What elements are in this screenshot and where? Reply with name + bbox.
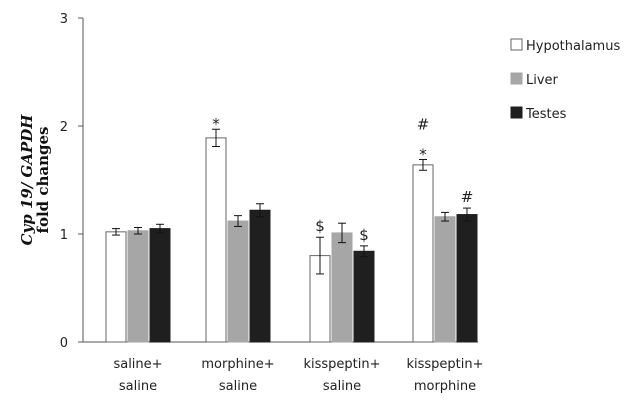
legend-label: Liver	[526, 73, 559, 88]
error-bars	[112, 128, 471, 275]
category-label-line1: kisspeptin+	[406, 357, 483, 372]
bar-liver-2	[331, 232, 353, 343]
category-label: kisspeptin+ morphine	[406, 357, 483, 394]
category-label-line2: saline	[323, 379, 361, 394]
bar-liver-0	[127, 230, 149, 343]
category-label-line2: saline	[119, 379, 157, 394]
error-bar	[112, 228, 120, 236]
significance-marker: *	[419, 145, 427, 163]
error-bar	[256, 203, 264, 218]
significance-marker: $	[315, 217, 325, 235]
significance-marker: *	[212, 115, 220, 133]
error-bar	[419, 158, 427, 171]
error-bar	[134, 227, 142, 235]
legend-item-testes: Testes	[510, 106, 567, 122]
bar-hypothalamus-3	[412, 164, 434, 343]
category-label-line1: morphine+	[201, 357, 274, 372]
bars	[105, 137, 478, 343]
significance-annotations: * $ $ # * #	[212, 115, 473, 244]
legend-label: Hypothalamus	[526, 39, 620, 54]
y-tick-label: 3	[60, 12, 68, 27]
bar-testes-2	[353, 250, 375, 343]
bar-liver-3	[434, 216, 456, 343]
y-tick-label: 1	[60, 228, 68, 243]
significance-marker: #	[461, 188, 474, 206]
bar-hypothalamus-0	[105, 231, 127, 343]
legend-label: Testes	[525, 107, 567, 122]
error-bar	[212, 128, 220, 148]
legend-swatch	[510, 72, 523, 85]
y-tick-label: 2	[60, 120, 68, 135]
category-label: kisspeptin+ saline	[303, 357, 380, 394]
category-labels: saline+ saline morphine+ saline kisspeptin+ s…	[113, 357, 483, 394]
y-tick-label: 0	[60, 336, 68, 351]
y-axis-label: Cyp 19/ GAPDH fold changes	[18, 114, 52, 246]
y-axis-label-units: fold changes	[34, 126, 52, 233]
error-bar	[338, 222, 346, 244]
error-bar	[316, 236, 324, 275]
significance-marker: $	[359, 226, 369, 244]
error-bar	[360, 245, 368, 258]
error-bar	[441, 211, 449, 222]
bar-testes-1	[249, 209, 271, 343]
bar-testes-3	[456, 214, 478, 343]
legend: Hypothalamus Liver Testes	[510, 38, 620, 122]
bar-liver-1	[227, 220, 249, 343]
svg-text:fold changes: fold changes	[34, 126, 52, 233]
bar-testes-0	[149, 228, 171, 343]
error-bar	[463, 207, 471, 222]
category-label-line1: saline+	[113, 357, 162, 372]
legend-item-liver: Liver	[510, 72, 559, 88]
category-label: saline+ saline	[113, 357, 162, 394]
legend-swatch	[510, 38, 523, 51]
category-label-line1: kisspeptin+	[303, 357, 380, 372]
bar-hypothalamus-1	[205, 137, 227, 343]
error-bar	[234, 215, 242, 227]
legend-item-hypothalamus: Hypothalamus	[510, 38, 620, 54]
axes: 0 1 2 3	[60, 12, 478, 351]
category-label: morphine+ saline	[201, 357, 274, 394]
category-label-line2: saline	[219, 379, 257, 394]
error-bar	[156, 223, 164, 234]
category-label-line2: morphine	[414, 379, 476, 394]
significance-marker: #	[417, 115, 430, 133]
svg-text:Cyp 19/ GAPDH: Cyp 19/ GAPDH	[18, 114, 36, 246]
legend-swatch	[510, 106, 523, 119]
y-axis-label-gene: Cyp 19/ GAPDH	[18, 114, 36, 246]
